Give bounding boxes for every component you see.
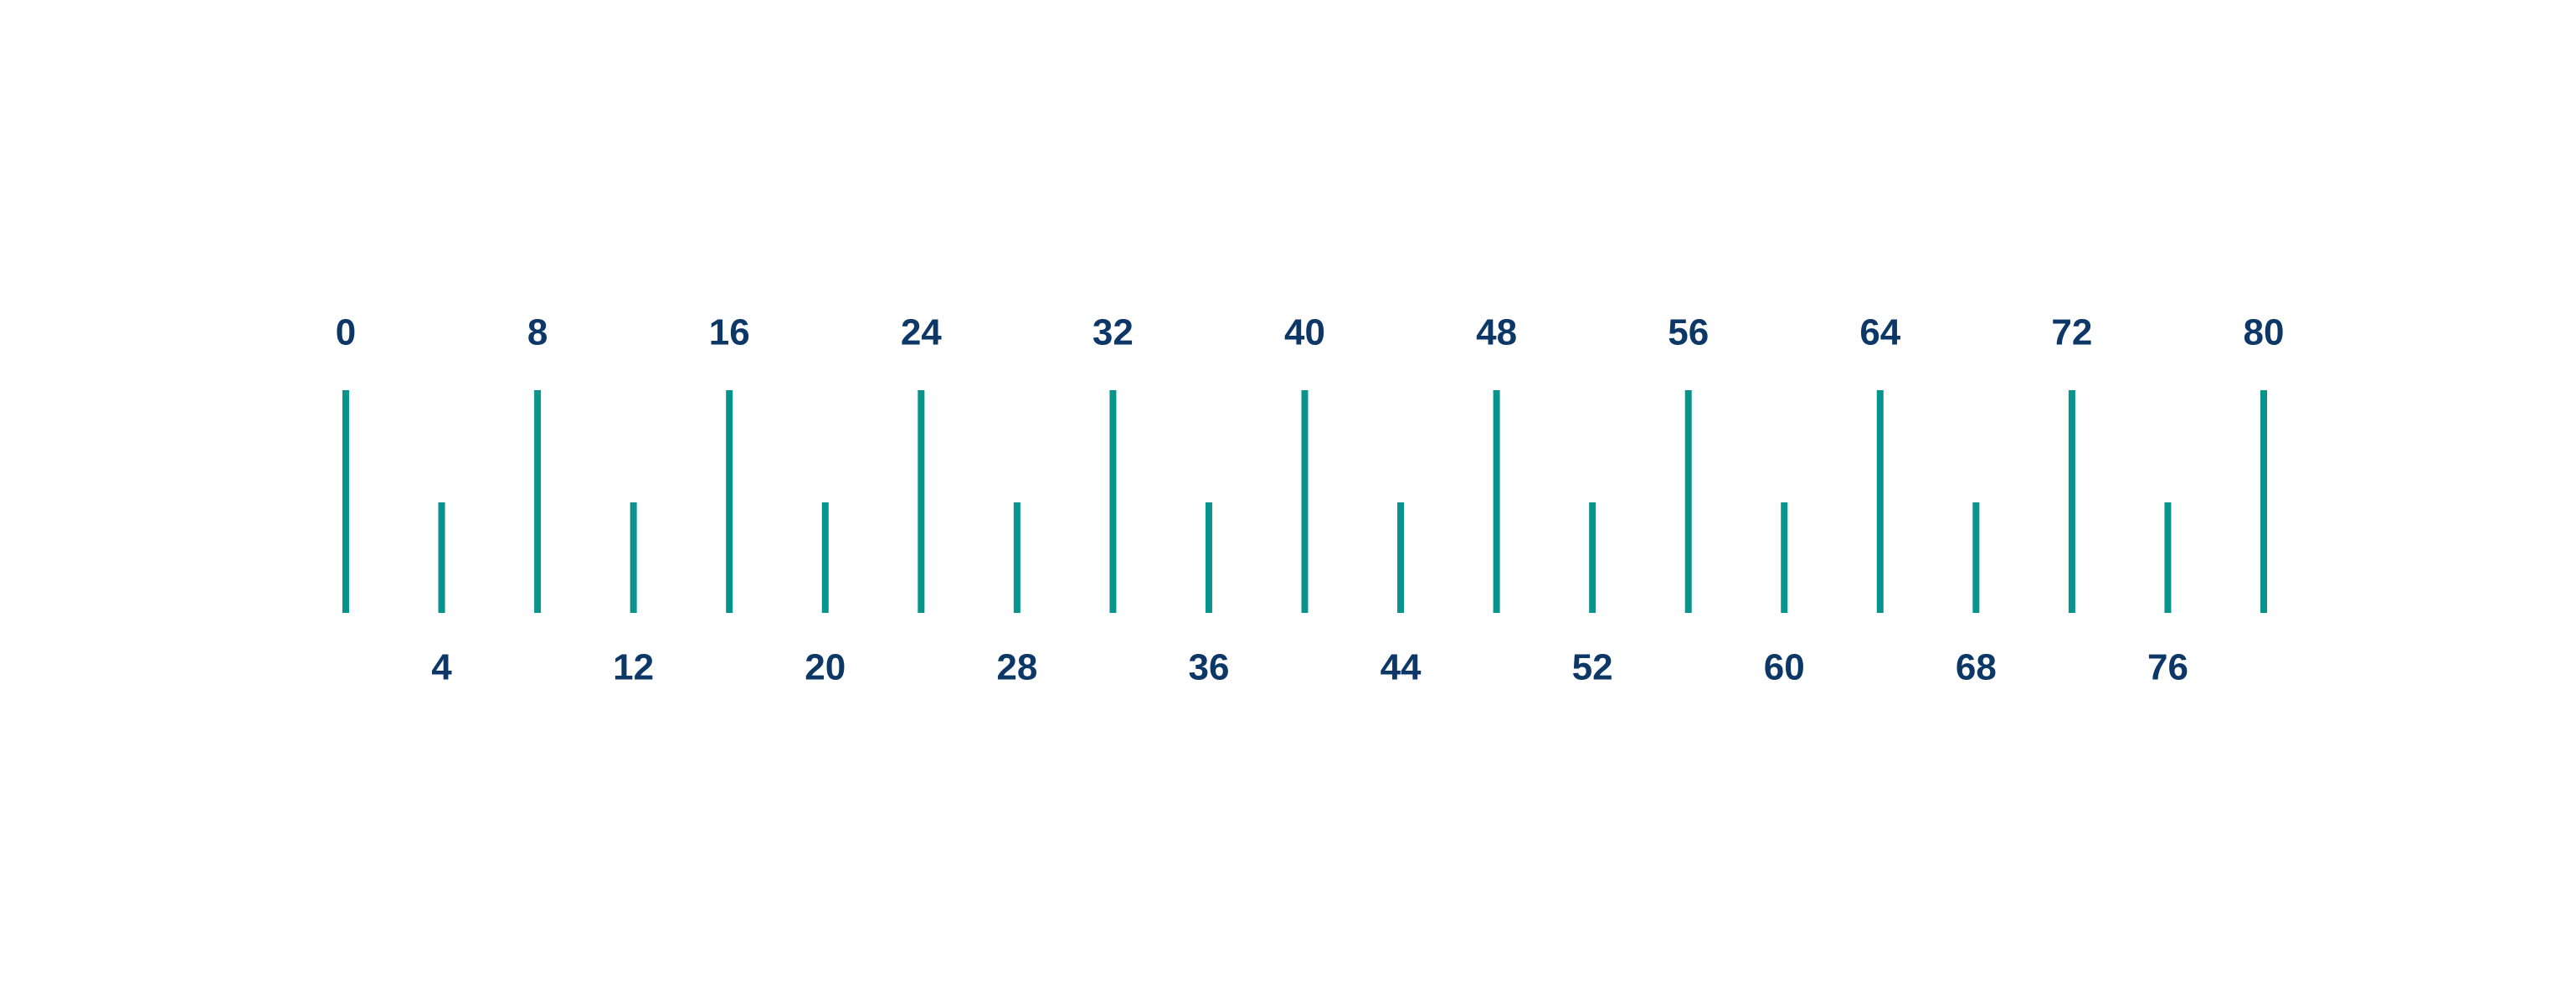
tick-label-4: 4 [431, 647, 452, 688]
tick-label-8: 8 [527, 312, 548, 353]
tick-label-64: 64 [1859, 312, 1900, 353]
tick-label-0: 0 [336, 312, 356, 353]
tick-label-20: 20 [805, 647, 846, 688]
tick-label-12: 12 [613, 647, 654, 688]
tick-label-16: 16 [709, 312, 750, 353]
tick-label-76: 76 [2147, 647, 2188, 688]
tick-label-48: 48 [1476, 312, 1517, 353]
tick-label-28: 28 [996, 647, 1037, 688]
tick-label-80: 80 [2244, 312, 2285, 353]
tick-label-44: 44 [1381, 647, 1422, 688]
tick-marks [342, 390, 2267, 613]
tick-label-56: 56 [1668, 312, 1709, 353]
tick-label-52: 52 [1572, 647, 1613, 688]
tick-label-36: 36 [1188, 647, 1229, 688]
tick-label-68: 68 [1956, 647, 1997, 688]
tick-label-24: 24 [901, 312, 942, 353]
tick-label-40: 40 [1284, 312, 1325, 353]
tick-label-72: 72 [2051, 312, 2092, 353]
tick-label-32: 32 [1093, 312, 1134, 353]
tick-label-60: 60 [1764, 647, 1805, 688]
